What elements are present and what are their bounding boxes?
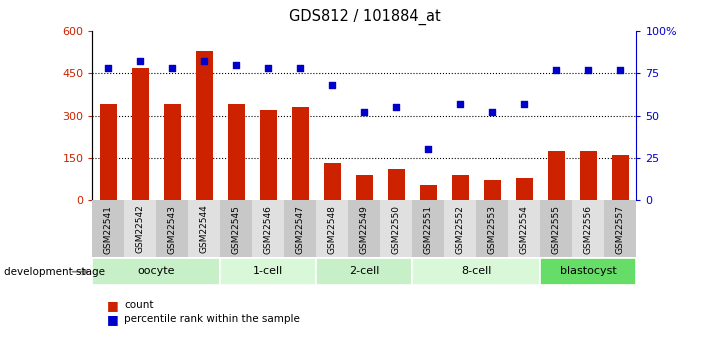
- Bar: [611, 155, 629, 200]
- Text: ■: ■: [107, 313, 119, 326]
- Bar: [220, 200, 252, 257]
- Bar: [196, 51, 213, 200]
- FancyBboxPatch shape: [412, 258, 540, 285]
- FancyBboxPatch shape: [92, 258, 220, 285]
- Bar: [92, 200, 124, 257]
- Bar: [324, 164, 341, 200]
- Text: percentile rank within the sample: percentile rank within the sample: [124, 314, 300, 324]
- Bar: [604, 200, 636, 257]
- Bar: [348, 200, 380, 257]
- Bar: [515, 178, 533, 200]
- Bar: [132, 68, 149, 200]
- Text: GSM22557: GSM22557: [616, 205, 625, 254]
- Bar: [451, 175, 469, 200]
- Bar: [356, 175, 373, 200]
- Bar: [292, 107, 309, 200]
- Bar: [419, 185, 437, 200]
- Text: GSM22543: GSM22543: [168, 205, 177, 254]
- Text: GSM22541: GSM22541: [104, 205, 113, 254]
- Text: 1-cell: 1-cell: [253, 266, 284, 276]
- Bar: [547, 151, 565, 200]
- Bar: [284, 200, 316, 257]
- Point: [455, 101, 466, 107]
- Point: [326, 82, 338, 88]
- Bar: [444, 200, 476, 257]
- Text: GSM22547: GSM22547: [296, 205, 305, 254]
- Point: [583, 67, 594, 73]
- Bar: [540, 200, 572, 257]
- Bar: [483, 180, 501, 200]
- Point: [230, 62, 242, 68]
- Bar: [387, 169, 405, 200]
- FancyBboxPatch shape: [220, 258, 316, 285]
- Bar: [572, 200, 604, 257]
- Text: ■: ■: [107, 299, 119, 312]
- Text: GSM22545: GSM22545: [232, 205, 241, 254]
- Text: count: count: [124, 300, 154, 310]
- Text: GSM22544: GSM22544: [200, 205, 209, 254]
- Point: [294, 66, 306, 71]
- Point: [550, 67, 562, 73]
- Text: 8-cell: 8-cell: [461, 266, 491, 276]
- Text: GSM22552: GSM22552: [456, 205, 465, 254]
- Bar: [228, 104, 245, 200]
- Text: oocyte: oocyte: [138, 266, 175, 276]
- Text: GSM22551: GSM22551: [424, 205, 433, 254]
- Text: GSM22556: GSM22556: [584, 205, 593, 254]
- Bar: [100, 104, 117, 200]
- Point: [422, 147, 434, 152]
- Bar: [508, 200, 540, 257]
- Point: [358, 109, 370, 115]
- Bar: [156, 200, 188, 257]
- Bar: [380, 200, 412, 257]
- Bar: [164, 104, 181, 200]
- Text: GSM22554: GSM22554: [520, 205, 529, 254]
- Point: [166, 66, 178, 71]
- Bar: [476, 200, 508, 257]
- Point: [518, 101, 530, 107]
- Text: GSM22555: GSM22555: [552, 205, 561, 254]
- Text: GSM22546: GSM22546: [264, 205, 273, 254]
- Text: blastocyst: blastocyst: [560, 266, 616, 276]
- Point: [103, 66, 114, 71]
- Point: [198, 59, 210, 64]
- Point: [263, 66, 274, 71]
- FancyBboxPatch shape: [316, 258, 412, 285]
- Text: 2-cell: 2-cell: [349, 266, 380, 276]
- Text: GSM22553: GSM22553: [488, 205, 497, 254]
- Bar: [252, 200, 284, 257]
- Bar: [124, 200, 156, 257]
- Text: GSM22550: GSM22550: [392, 205, 401, 254]
- Bar: [316, 200, 348, 257]
- Point: [486, 109, 498, 115]
- Bar: [579, 151, 597, 200]
- Text: GSM22542: GSM22542: [136, 205, 145, 254]
- Text: GDS812 / 101884_at: GDS812 / 101884_at: [289, 9, 440, 25]
- Bar: [188, 200, 220, 257]
- Text: GSM22549: GSM22549: [360, 205, 369, 254]
- Text: GSM22548: GSM22548: [328, 205, 337, 254]
- FancyBboxPatch shape: [540, 258, 636, 285]
- Point: [135, 59, 146, 64]
- Point: [614, 67, 626, 73]
- Point: [391, 104, 402, 110]
- Text: development stage: development stage: [4, 267, 105, 277]
- Bar: [412, 200, 444, 257]
- Bar: [260, 110, 277, 200]
